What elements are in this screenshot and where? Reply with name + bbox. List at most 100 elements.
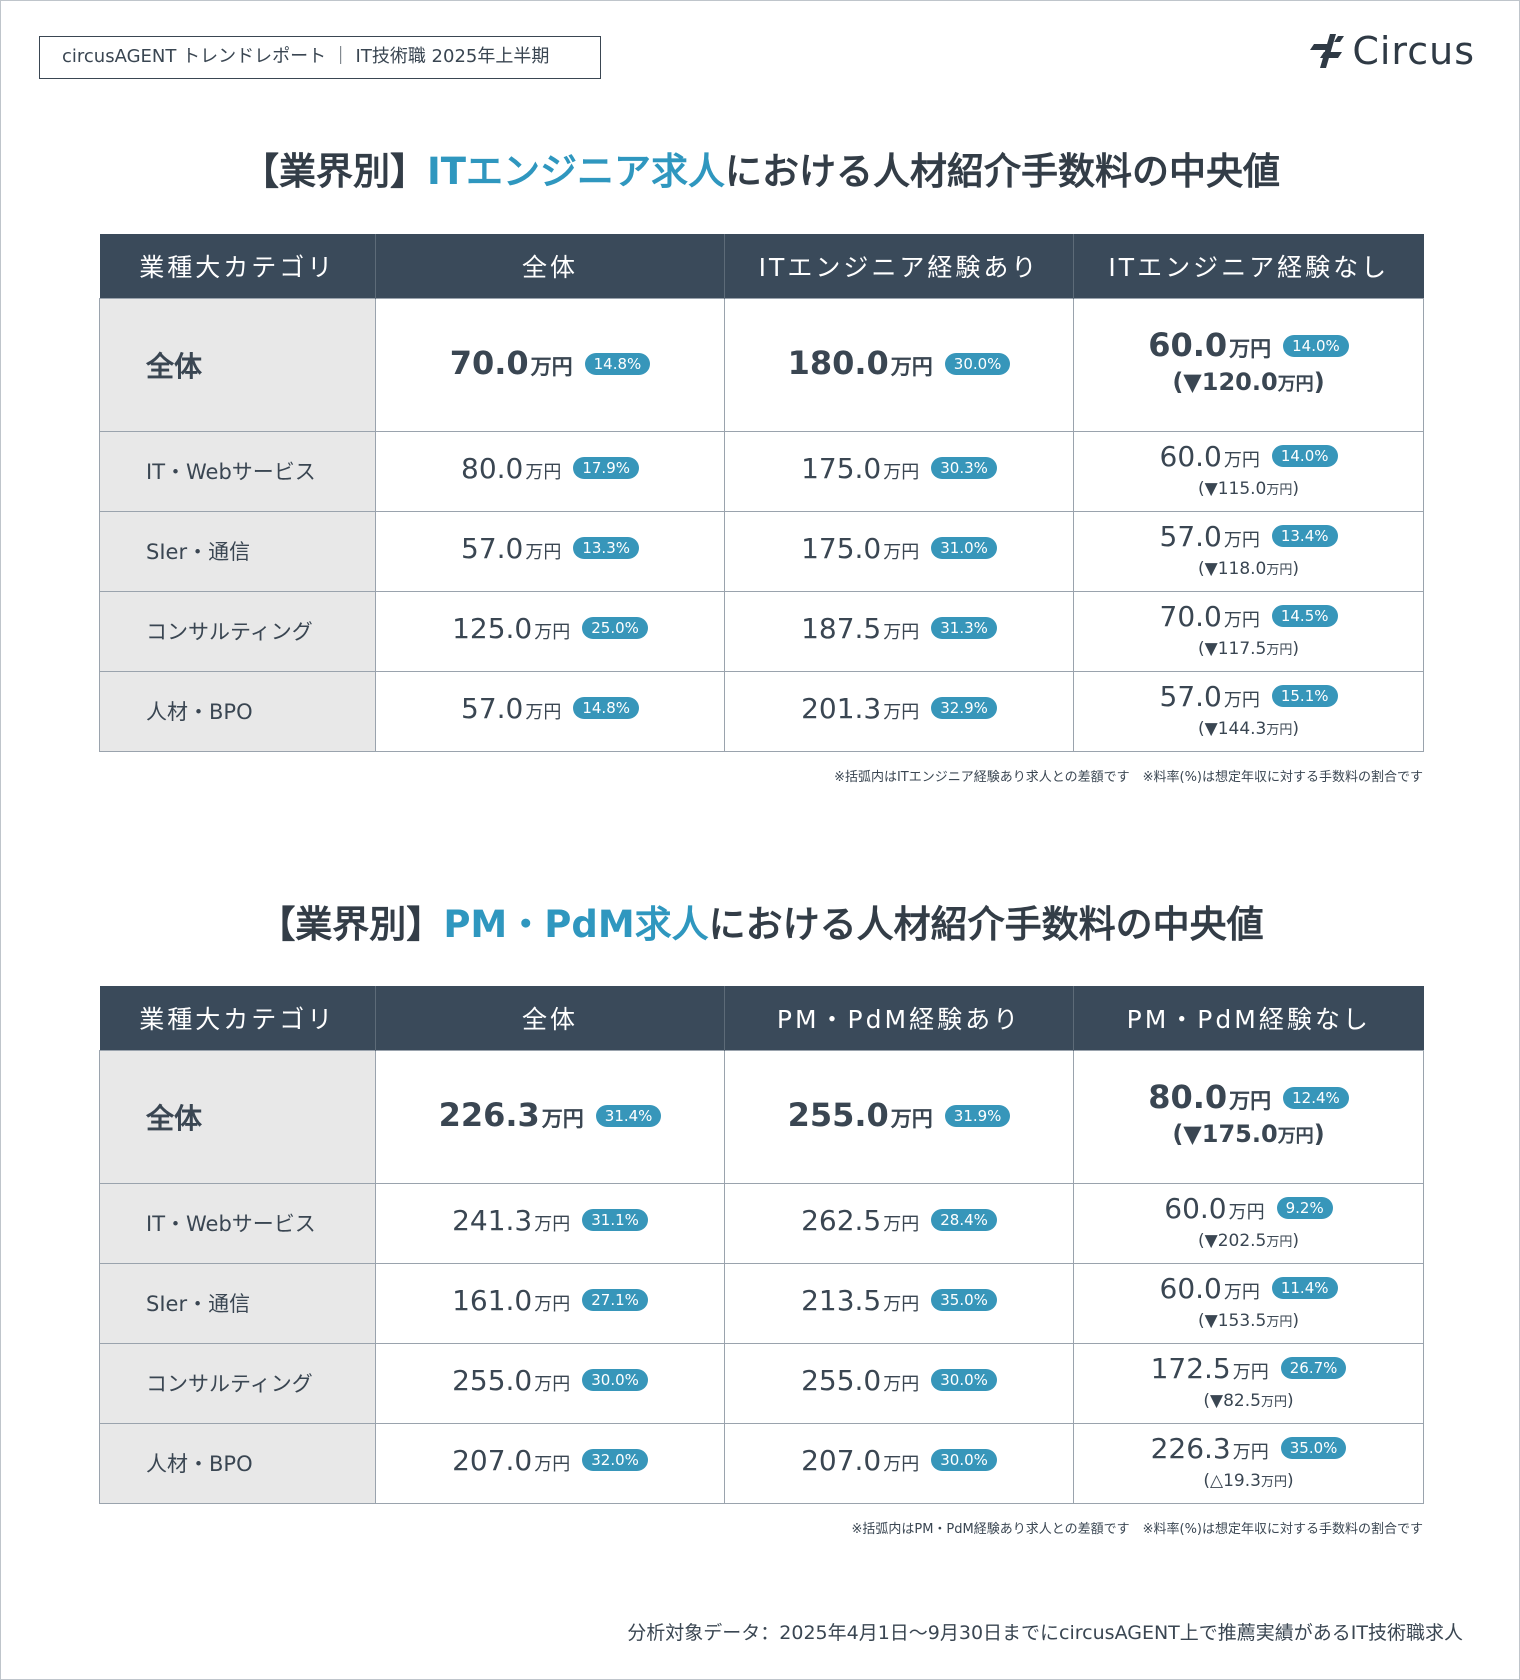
- rate-badge: 30.0%: [944, 352, 1011, 375]
- fee-value: 172.5: [1150, 1352, 1231, 1385]
- diff-close: ): [1286, 1391, 1294, 1411]
- diff-unit: 万円: [1266, 1235, 1293, 1250]
- table-row: SIer・通信 57.0 万円 13.3% 175.0 万円 31.0% 57.0 万円 13.4…: [99, 510, 1424, 592]
- fee-value: 207.0: [801, 1444, 882, 1477]
- diff-symbol: ▼: [1204, 479, 1218, 499]
- fee-cell-exp: 207.0 万円 30.0%: [724, 1422, 1074, 1504]
- fee-value: 226.3: [1150, 1432, 1231, 1465]
- fee-unit: 万円: [1223, 530, 1260, 551]
- fee-value: 241.3: [452, 1204, 533, 1237]
- fee-line: 180.0万円 30.0%: [725, 346, 1073, 384]
- fee-value: 80.0: [1148, 1078, 1228, 1116]
- diff-amount: (▼120.0万円): [1074, 366, 1423, 401]
- fee-cell-all: 125.0 万円 25.0%: [375, 590, 725, 672]
- table-row: IT・Webサービス 241.3 万円 31.1% 262.5 万円 28.4% 60.0 万円…: [99, 1182, 1424, 1264]
- fee-value: 201.3: [801, 692, 882, 725]
- fee-cell-all: 57.0 万円 14.8%: [375, 670, 725, 752]
- fee-line: 60.0 万円 11.4%: [1074, 1272, 1423, 1310]
- column-header: PM・PdM経験なし: [1073, 986, 1424, 1050]
- column-header: 全体: [375, 234, 725, 298]
- fee-unit: 万円: [1223, 690, 1260, 711]
- rate-badge: 11.4%: [1271, 1277, 1338, 1299]
- rate-badge: 31.0%: [931, 537, 997, 559]
- fee-table-it: 業種大カテゴリ 全体 ITエンジニア経験あり ITエンジニア経験なし 全体 70.…: [99, 234, 1424, 752]
- rate-badge: 30.0%: [931, 1449, 997, 1471]
- data-source-footer: 分析対象データ：2025年4月1日〜9月30日までにcircusAGENT上で推…: [627, 1622, 1463, 1644]
- diff-unit: 万円: [1260, 1475, 1287, 1490]
- category-cell: 全体: [99, 297, 376, 432]
- table-row: 全体 70.0万円 14.8% 180.0万円 30.0% 60.0万円 14.0% (▼12…: [99, 297, 1424, 432]
- fee-value: 262.5: [801, 1204, 882, 1237]
- fee-value: 180.0: [787, 343, 889, 382]
- fee-cell-noexp: 172.5 万円 26.7% (▼82.5万円): [1073, 1342, 1424, 1424]
- fee-cell-exp: 255.0 万円 30.0%: [724, 1342, 1074, 1424]
- rate-badge: 32.9%: [931, 697, 997, 719]
- fee-value: 70.0: [1159, 600, 1222, 633]
- fee-cell-noexp: 60.0 万円 14.0% (▼115.0万円): [1073, 430, 1424, 512]
- rate-badge: 31.9%: [944, 1104, 1011, 1127]
- fee-value: 60.0: [1159, 440, 1222, 473]
- fee-cell-noexp: 226.3 万円 35.0% (△19.3万円): [1073, 1422, 1424, 1504]
- fee-cell-all: 255.0 万円 30.0%: [375, 1342, 725, 1424]
- fee-unit: 万円: [534, 1454, 571, 1475]
- fee-cell-noexp: 80.0万円 12.4% (▼175.0万円): [1073, 1049, 1424, 1184]
- rate-badge: 14.8%: [573, 697, 639, 719]
- rate-badge: 17.9%: [573, 457, 639, 479]
- fee-line: 262.5 万円 28.4%: [725, 1204, 1073, 1242]
- diff-open: (: [1172, 1120, 1184, 1148]
- table-row: 全体 226.3万円 31.4% 255.0万円 31.9% 80.0万円 12.4% (▼1…: [99, 1049, 1424, 1184]
- diff-symbol: ▼: [1210, 1391, 1224, 1411]
- diff-value: 120.0: [1201, 368, 1278, 396]
- table-row: IT・Webサービス 80.0 万円 17.9% 175.0 万円 30.3% 60.0 万円 1…: [99, 430, 1424, 512]
- diff-amount: (▼115.0万円): [1074, 478, 1423, 502]
- rate-badge: 13.4%: [1271, 525, 1338, 547]
- circus-mark-icon: [1310, 34, 1346, 68]
- fee-line: 226.3万円 31.4%: [376, 1098, 724, 1136]
- diff-close: ): [1292, 1231, 1300, 1251]
- diff-value: 118.0: [1217, 559, 1267, 579]
- fee-line: 80.0 万円 17.9%: [376, 452, 724, 490]
- fee-cell-exp: 180.0万円 30.0%: [724, 297, 1074, 432]
- category-cell: 人材・BPO: [99, 670, 376, 752]
- diff-unit: 万円: [1277, 1126, 1314, 1147]
- fee-value: 57.0: [1159, 680, 1222, 713]
- fee-unit: 万円: [1229, 337, 1272, 361]
- diff-amount: (▼144.3万円): [1074, 718, 1423, 742]
- fee-line: 207.0 万円 30.0%: [725, 1444, 1073, 1482]
- rate-badge: 25.0%: [582, 617, 648, 639]
- circus-logo: Circus: [1310, 29, 1475, 73]
- fee-value: 60.0: [1148, 326, 1228, 364]
- rate-badge: 13.3%: [573, 537, 639, 559]
- fee-line: 60.0 万円 9.2%: [1074, 1192, 1423, 1230]
- fee-unit: 万円: [534, 622, 571, 643]
- diff-value: 153.5: [1217, 1311, 1267, 1331]
- fee-value: 255.0: [787, 1095, 889, 1134]
- fee-value: 60.0: [1159, 1272, 1222, 1305]
- column-header: 業種大カテゴリ: [99, 234, 376, 298]
- fee-line: 201.3 万円 32.9%: [725, 692, 1073, 730]
- fee-cell-noexp: 60.0 万円 11.4% (▼153.5万円): [1073, 1262, 1424, 1344]
- fee-value: 207.0: [452, 1444, 533, 1477]
- diff-close: ): [1292, 639, 1300, 659]
- table-row: 人材・BPO 207.0 万円 32.0% 207.0 万円 30.0% 226.3 万円 35.…: [99, 1422, 1424, 1504]
- diff-symbol: ▼: [1183, 368, 1202, 396]
- rate-badge: 32.0%: [582, 1449, 648, 1471]
- fee-value: 70.0: [449, 343, 529, 382]
- fee-line: 213.5 万円 35.0%: [725, 1284, 1073, 1322]
- diff-unit: 万円: [1260, 1395, 1287, 1410]
- fee-cell-noexp: 70.0 万円 14.5% (▼117.5万円): [1073, 590, 1424, 672]
- report-label: circusAGENT トレンドレポート ｜ IT技術職 2025年上半期: [39, 36, 601, 79]
- rate-badge: 27.1%: [582, 1289, 648, 1311]
- rate-badge: 30.0%: [582, 1369, 648, 1391]
- rate-badge: 30.3%: [931, 457, 997, 479]
- diff-symbol: ▼: [1204, 1231, 1218, 1251]
- diff-symbol: ▼: [1204, 639, 1218, 659]
- fee-line: 207.0 万円 32.0%: [376, 1444, 724, 1482]
- fee-value: 175.0: [801, 532, 882, 565]
- fee-cell-noexp: 60.0万円 14.0% (▼120.0万円): [1073, 297, 1424, 432]
- diff-value: 117.5: [1217, 639, 1267, 659]
- fee-unit: 万円: [883, 462, 920, 483]
- section-title-pm: 【業界別】PM・PdM求人における人材紹介手数料の中央値: [258, 903, 1264, 946]
- diff-open: (: [1197, 1231, 1205, 1251]
- diff-value: 202.5: [1217, 1231, 1267, 1251]
